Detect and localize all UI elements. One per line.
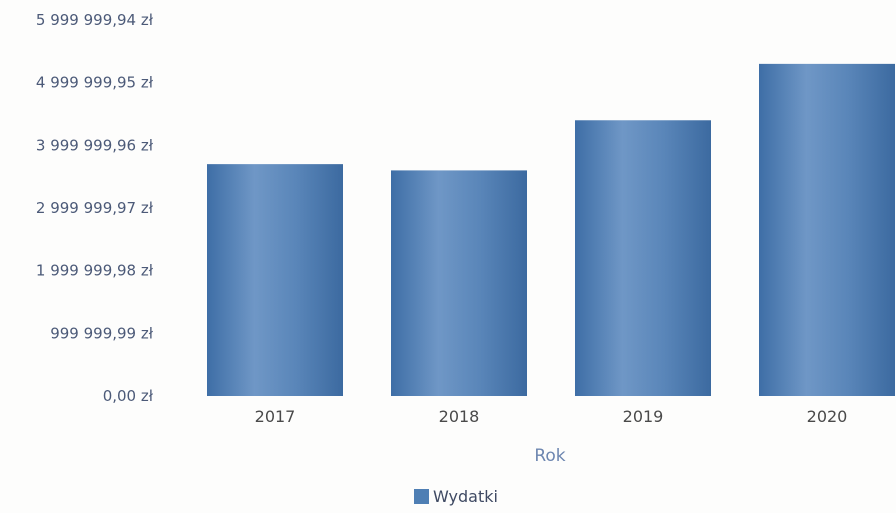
bar-2017[interactable] (207, 164, 343, 396)
y-tick-label: 1 999 999,98 zł (36, 262, 154, 280)
bars-group (207, 63, 895, 396)
x-axis-ticks: 2017 2018 2019 2020 (255, 407, 848, 426)
y-tick-label: 5 999 999,94 zł (36, 11, 154, 29)
legend-swatch (414, 489, 429, 504)
y-axis-ticks: 0,00 zł 999 999,99 zł 1 999 999,98 zł 2 999… (36, 11, 154, 405)
y-tick-label: 0,00 zł (103, 387, 154, 405)
x-tick-label: 2020 (807, 407, 848, 426)
legend[interactable]: Wydatki (414, 487, 498, 506)
y-tick-label: 2 999 999,97 zł (36, 199, 154, 217)
legend-label: Wydatki (433, 487, 498, 506)
y-tick-label: 3 999 999,96 zł (36, 136, 154, 154)
x-tick-label: 2017 (255, 407, 296, 426)
y-tick-label: 4 999 999,95 zł (36, 74, 154, 92)
x-tick-label: 2018 (439, 407, 480, 426)
y-tick-label: 999 999,99 zł (50, 324, 154, 342)
x-axis-label: Rok (534, 446, 565, 466)
bar-2018[interactable] (391, 170, 527, 396)
x-tick-label: 2019 (623, 407, 664, 426)
bar-2019[interactable] (575, 120, 711, 396)
bar-2020[interactable] (759, 63, 895, 396)
